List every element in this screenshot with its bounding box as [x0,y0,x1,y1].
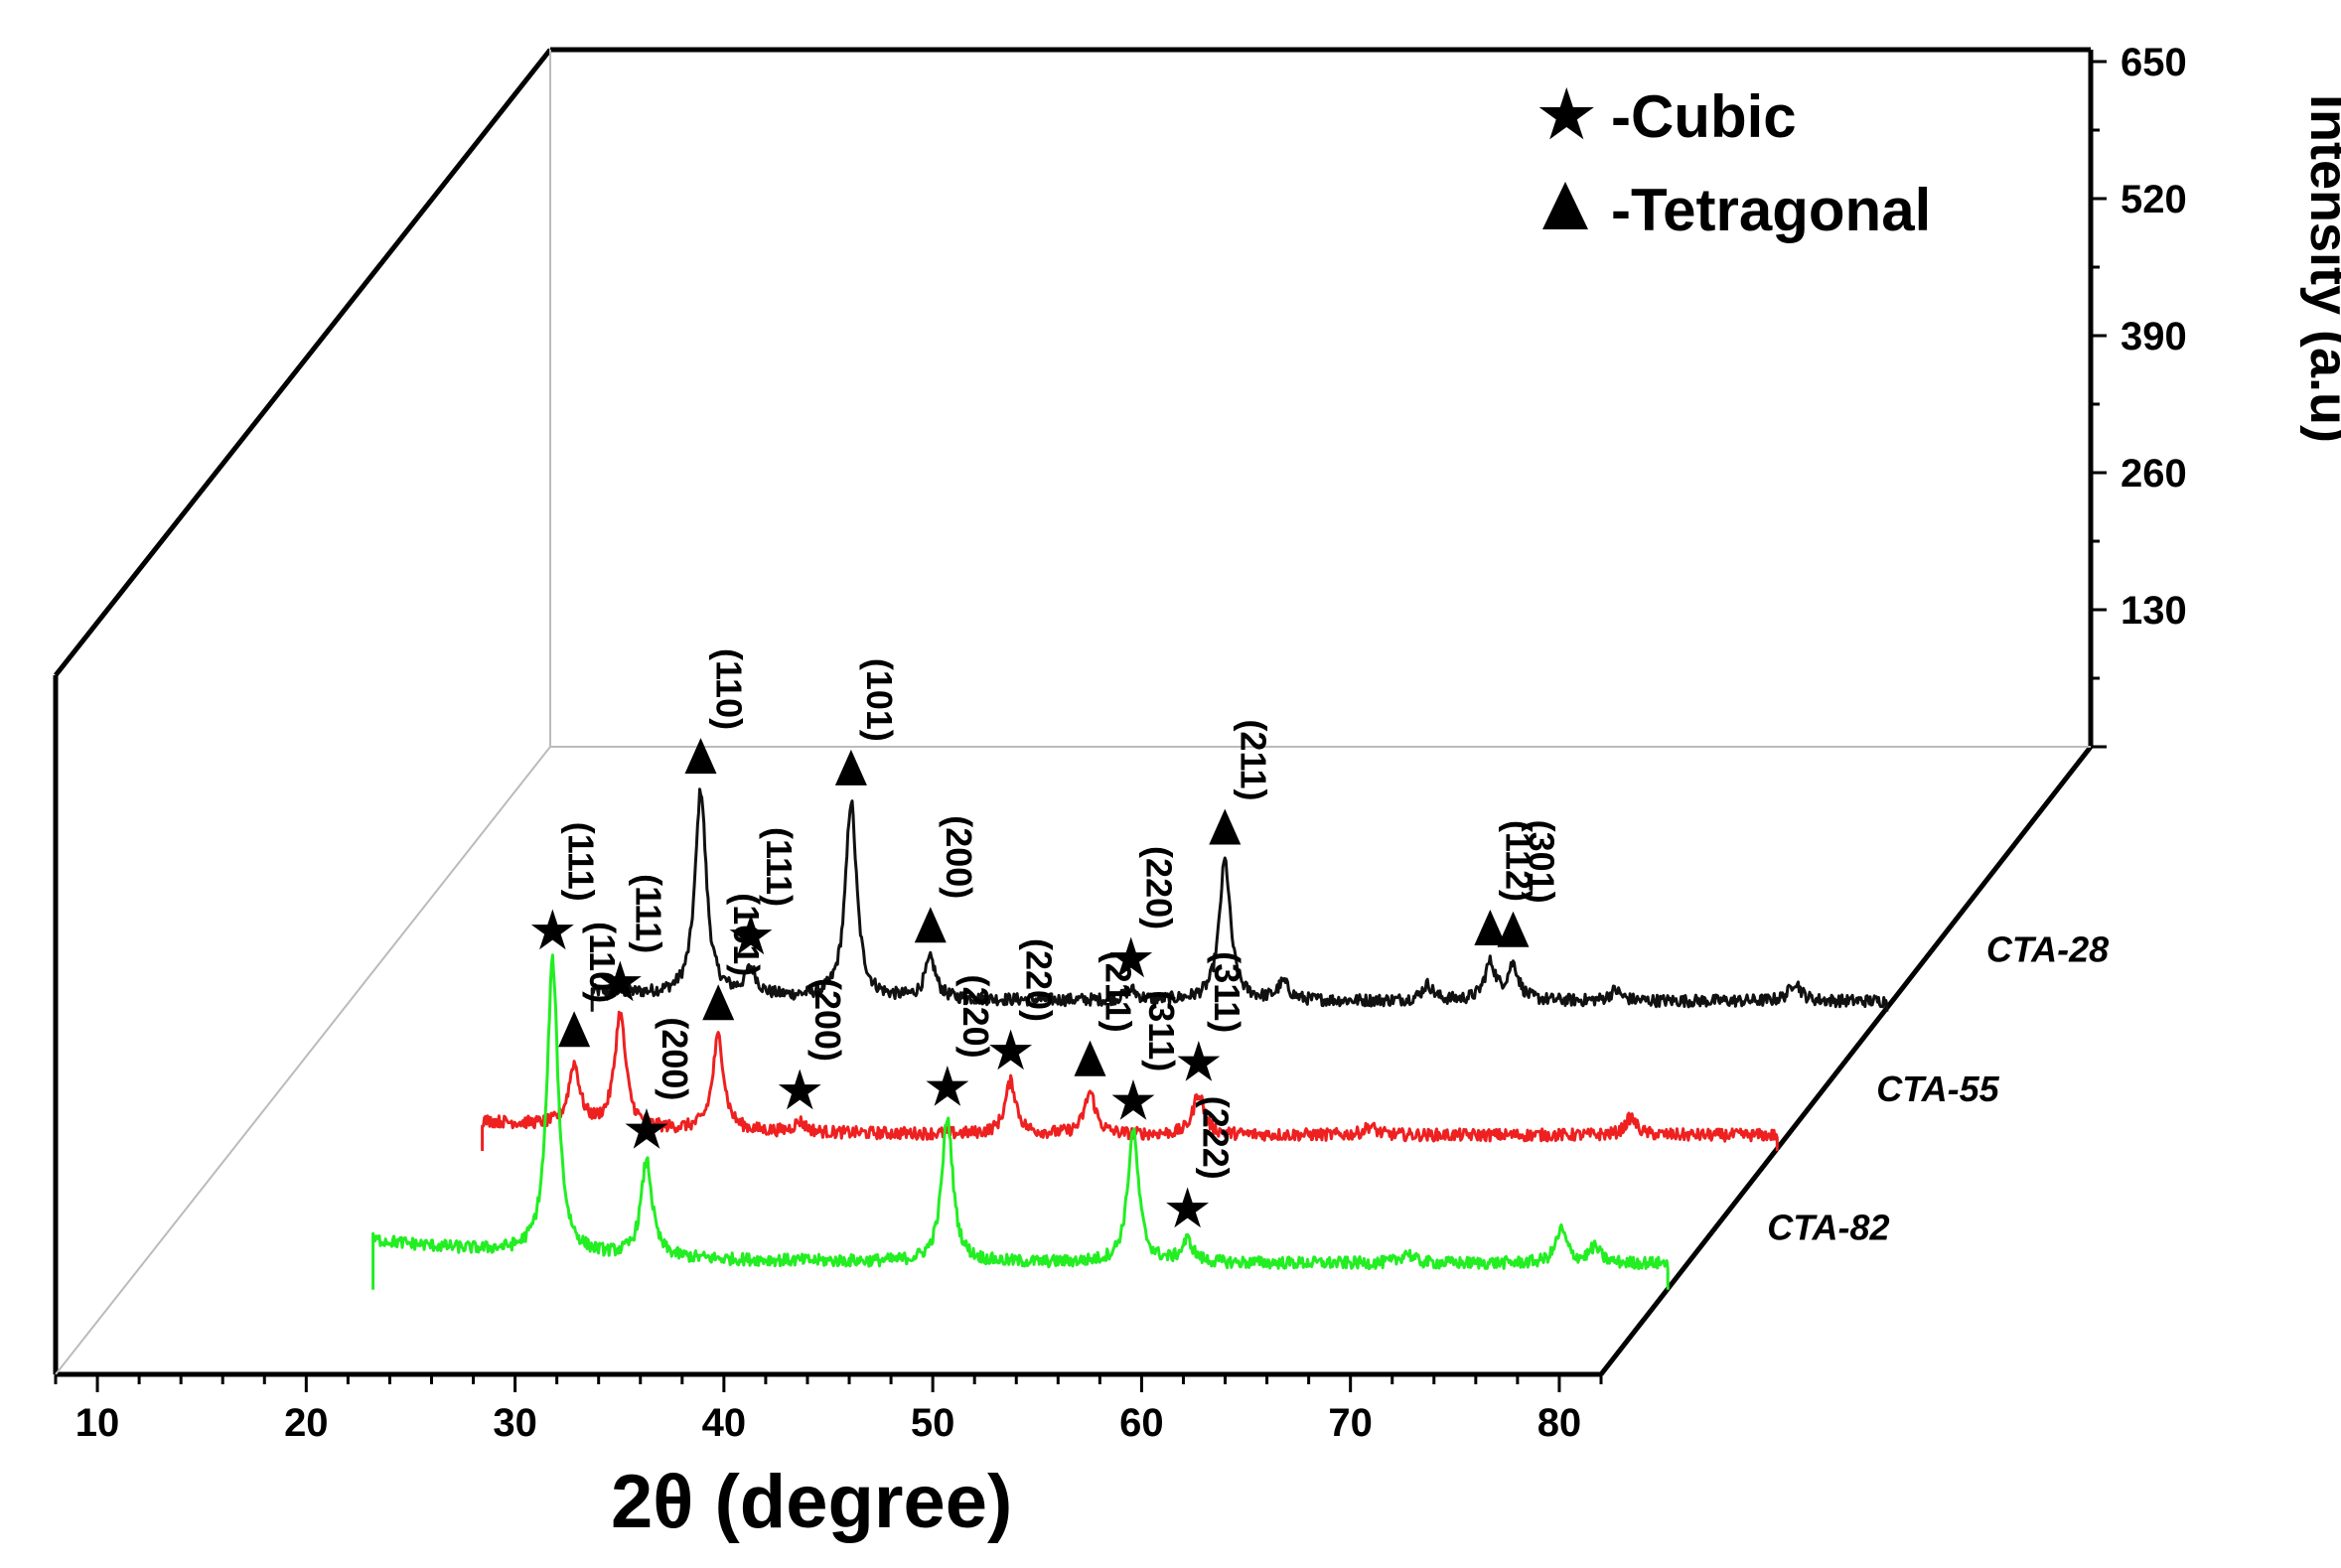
peak-label: (311) [1141,990,1182,1071]
x-tick-label: 70 [1328,1401,1373,1445]
x-axis-title: 2θ (degree) [611,1460,1012,1544]
star-icon: ★ [1535,72,1599,156]
sample-label-cta-28: CTA-28 [1986,929,2109,970]
y-axis: 130 260 390 520 650 [2091,41,2187,749]
peak-label: (200) [655,1017,695,1100]
cubic-peak-marker: ★ [527,899,577,963]
peak-label: (200) [807,978,848,1062]
x-tick-label: 20 [284,1401,329,1445]
tetragonal-peak-marker [914,907,947,943]
x-tick-label: 80 [1537,1401,1582,1445]
triangle-icon [1542,182,1588,229]
x-tick-label: 30 [493,1401,537,1445]
tetragonal-peak-marker [1209,808,1242,845]
tetragonal-peak-marker [834,749,867,785]
x-tick-label: 40 [702,1401,747,1445]
tetragonal-peak-marker [1074,1040,1106,1076]
marker-layer: (110)★(111)(101)(200)★(220)(211)(112)(30… [527,648,1561,1241]
frame-left-floor-diagonal [55,746,551,1375]
y-tick-label: 260 [2121,452,2187,496]
y-tick-label: 520 [2121,178,2187,221]
cubic-peak-marker: ★ [595,950,645,1015]
cubic-peak-marker: ★ [923,1056,972,1120]
peak-label: (211) [1233,719,1273,800]
cubic-peak-marker: ★ [775,1059,824,1123]
y-tick-label: 390 [2121,315,2187,358]
cubic-peak-marker: ★ [622,1097,671,1162]
legend: ★ -Cubic -Tetragonal [1535,72,1931,243]
legend-item-cubic: ★ -Cubic [1535,72,1797,156]
peak-label: (111) [628,874,668,953]
tetragonal-peak-marker [702,984,735,1021]
peak-label: (220) [1139,846,1180,929]
cubic-peak-marker: ★ [1163,1177,1213,1241]
cubic-peak-marker: ★ [985,1019,1035,1083]
series-layer [371,787,1889,1290]
cubic-peak-marker: ★ [1106,927,1156,991]
x-tick-label: 60 [1119,1401,1164,1445]
tetragonal-peak-marker [1497,911,1530,947]
peak-label: (211) [1098,951,1139,1033]
peak-label: (112) [1498,820,1538,902]
peak-label: (110) [582,922,623,1003]
series-line-cta-82 [371,953,1670,1290]
legend-label-cubic: -Cubic [1611,83,1797,150]
y-tick-label: 130 [2121,589,2187,633]
chart-frame [53,47,2094,1377]
tetragonal-peak-marker [1474,909,1507,945]
sample-labels: CTA-28 CTA-55 CTA-82 [1767,929,2109,1248]
x-axis: 10 20 30 40 50 60 70 80 [54,1374,1603,1445]
peak-label: (301) [1522,820,1562,904]
peak-label: (200) [939,815,979,899]
peak-label: (101) [726,893,767,976]
x-tick-label: 50 [911,1401,955,1445]
x-tick-label: 10 [75,1401,120,1445]
peak-label: (311) [1207,951,1247,1033]
frame-right-floor-diagonal [1599,745,2093,1376]
tetragonal-peak-marker [684,738,717,775]
frame-top-left-diagonal [54,48,552,677]
peak-label: (220) [1019,938,1060,1022]
y-axis-title: Intensity (a.u) [2299,94,2341,443]
cubic-peak-marker: ★ [1174,1030,1224,1094]
sample-label-cta-55: CTA-55 [1876,1069,1999,1109]
series-line-cta-28 [590,787,1889,1012]
legend-label-tetragonal: -Tetragonal [1611,177,1931,243]
peak-label: (110) [709,648,750,730]
series-line-cta-55 [481,1010,1779,1151]
peak-label: (111) [759,827,800,907]
peak-label: (220) [955,975,996,1059]
y-tick-label: 650 [2121,41,2187,84]
peak-label: (222) [1196,1096,1237,1180]
cubic-peak-marker: ★ [726,904,776,968]
peak-label: (111) [560,822,601,902]
cubic-peak-marker: ★ [1108,1069,1158,1133]
peak-label: (101) [859,658,900,742]
legend-item-tetragonal: -Tetragonal [1542,177,1931,243]
tetragonal-peak-marker [558,1011,591,1048]
sample-label-cta-82: CTA-82 [1767,1208,1889,1248]
